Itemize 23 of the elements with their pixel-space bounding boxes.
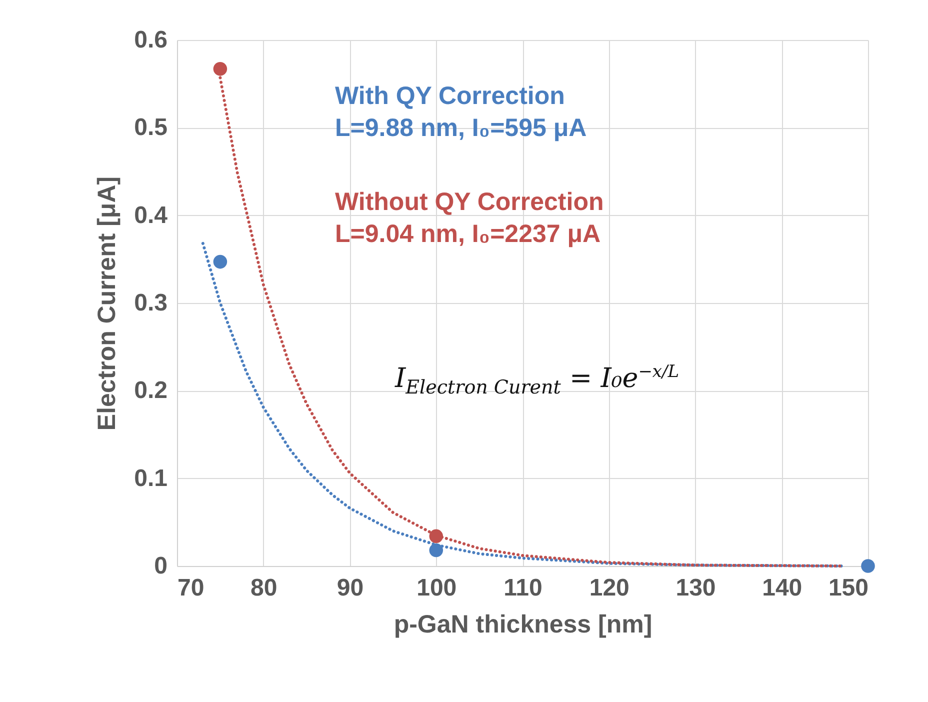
- x-tick-label: 110: [504, 574, 542, 602]
- y-tick-label: 0.2: [134, 377, 168, 404]
- x-tick-label: 80: [250, 574, 278, 602]
- text: With QY Correction: [335, 81, 566, 112]
- y-tick-label: 0.3: [134, 290, 168, 316]
- x-tick-label: 100: [416, 574, 457, 602]
- text: Without QY Correction: [335, 187, 604, 218]
- x-tick-label: 150: [828, 574, 868, 602]
- y-tick-label: 0.1: [134, 464, 168, 492]
- x-tick-label: 90: [336, 574, 364, 602]
- x-tick-label: 130: [676, 574, 716, 602]
- annotation: L=9.04 nm, I₀=2237 μA: [335, 219, 602, 250]
- annotation: I$_{Electron Curent}$ = I₀e$^{−x/L}$: [395, 362, 680, 398]
- y-tick-label: 0.5: [134, 114, 168, 142]
- x-tick-label: 140: [762, 574, 802, 602]
- y-tick-label: 0.6: [134, 26, 168, 54]
- annotation: L=9.88 nm, I₀=595 μA: [335, 113, 588, 144]
- x-tick-label: 120: [589, 574, 630, 602]
- y-axis-title: Electron Current [μA]: [93, 176, 122, 431]
- y-tick-label: 0: [154, 552, 168, 580]
- x-axis-title: p-GaN thickness [nm]: [394, 610, 652, 638]
- x-tick-label: 70: [178, 574, 204, 602]
- y-tick-label: 0.4: [134, 202, 168, 229]
